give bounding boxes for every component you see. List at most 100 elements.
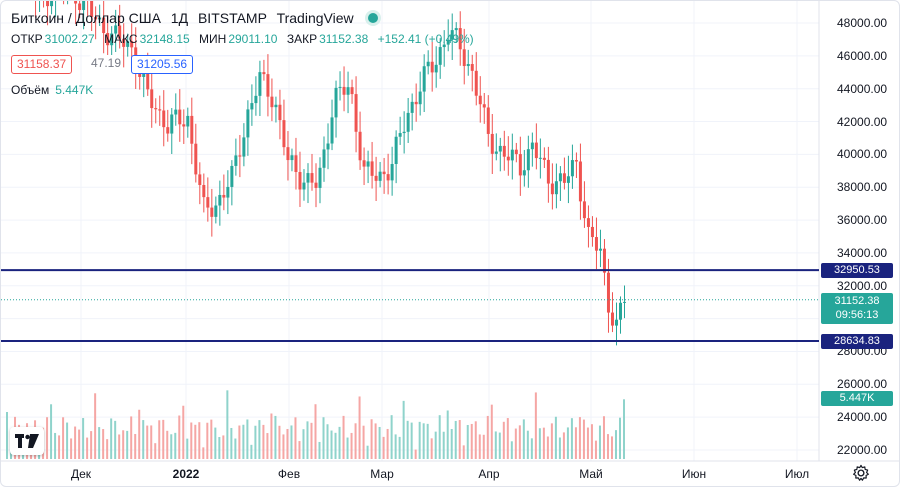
- volume-bar: [214, 427, 217, 459]
- candle-body: [502, 145, 506, 157]
- candle-body: [598, 248, 602, 251]
- candle-body: [538, 157, 542, 159]
- volume-bar: [530, 438, 533, 459]
- volume-bar: [306, 421, 309, 459]
- volume-bar: [186, 438, 189, 459]
- candle-body: [586, 218, 590, 227]
- candle-body: [434, 64, 438, 73]
- volume-bar: [598, 425, 601, 459]
- volume-bar: [334, 432, 337, 459]
- candle-body: [246, 109, 250, 138]
- gear-icon[interactable]: [852, 464, 870, 482]
- candle-body: [326, 143, 330, 150]
- volume-bar: [138, 409, 141, 459]
- volume-bar: [250, 444, 253, 459]
- candle-body: [230, 165, 234, 187]
- candle-body: [210, 207, 214, 217]
- volume-bar: [418, 421, 421, 459]
- volume-bar: [94, 393, 97, 459]
- candle-body: [186, 115, 190, 127]
- candle-body: [442, 44, 446, 48]
- candle-body: [226, 186, 230, 198]
- candle-body: [623, 301, 626, 303]
- volume-bar: [326, 424, 329, 459]
- candle-body: [114, 25, 118, 34]
- volume-bar: [330, 430, 333, 459]
- candle-body: [406, 112, 410, 132]
- candle-body: [310, 173, 314, 183]
- volume-bar: [430, 438, 433, 459]
- volume-bar: [102, 429, 105, 459]
- price-tick-label: 36000.00: [837, 213, 888, 228]
- price-tick-label: 38000.00: [837, 180, 888, 195]
- candle-body: [414, 101, 418, 105]
- volume-bar: [98, 427, 101, 459]
- price-tick-label: 46000.00: [837, 48, 888, 63]
- volume-bar: [82, 418, 85, 459]
- volume-bar: [422, 423, 425, 459]
- volume-bar: [70, 438, 73, 459]
- candle-body: [82, 1, 86, 11]
- candle-body: [242, 137, 246, 157]
- market-status-icon: [367, 13, 378, 23]
- candle-body: [214, 205, 218, 217]
- volume-bar: [150, 425, 153, 459]
- candle-body: [182, 124, 186, 127]
- interval[interactable]: 1Д: [170, 10, 189, 26]
- price-tick-label: 44000.00: [837, 81, 888, 96]
- candle-body: [98, 17, 102, 20]
- candle-body: [302, 182, 306, 190]
- grid: [1, 1, 899, 462]
- volume-bar: [478, 434, 481, 459]
- volume-bar: [154, 443, 157, 459]
- candle-body: [126, 41, 130, 47]
- candle-body: [78, 3, 82, 11]
- candle-body: [202, 184, 206, 198]
- candle-body: [198, 174, 202, 185]
- candle-body: [366, 161, 370, 167]
- volume-bar: [446, 410, 449, 459]
- price-tick-label: 32000.00: [837, 278, 888, 293]
- volume-bar: [262, 424, 265, 459]
- volume-bar: [366, 445, 369, 459]
- symbol-name[interactable]: Биткоин / Доллар США: [11, 10, 161, 26]
- volume-bar: [402, 400, 405, 459]
- candle-body: [306, 173, 310, 183]
- candle-body: [194, 143, 198, 175]
- volume-bar: [254, 425, 257, 459]
- volume-tag: 5.447K: [821, 391, 893, 406]
- candle-body: [458, 28, 462, 50]
- time-tick-label: 2022: [172, 467, 200, 481]
- volume-bar: [206, 422, 209, 459]
- change-value: +152.41 (+0.49%): [377, 32, 474, 46]
- candle-body: [362, 160, 366, 167]
- sell-price-button[interactable]: 31158.37: [11, 55, 73, 74]
- volume-bar: [46, 417, 49, 459]
- volume-bar: [394, 434, 397, 459]
- volume-bar: [234, 438, 237, 459]
- candle-body: [130, 41, 134, 48]
- volume-bar: [506, 418, 509, 459]
- buy-price-button[interactable]: 31205.56: [131, 55, 194, 74]
- volume-bar: [74, 426, 77, 459]
- volume-bar: [362, 425, 365, 459]
- volume-bar: [502, 421, 505, 459]
- volume-bar: [623, 399, 625, 459]
- time-tick-label: Апр: [478, 467, 500, 481]
- low-value: 29011.10: [228, 32, 278, 46]
- volume-bar: [146, 425, 149, 459]
- volume-bar: [358, 396, 361, 459]
- candle-body: [350, 87, 354, 95]
- candle-body: [154, 108, 158, 110]
- candle-body: [342, 86, 346, 95]
- time-tick-label: Июн: [681, 467, 707, 481]
- candle-body: [594, 237, 598, 251]
- time-tick-label: Июл: [784, 467, 810, 481]
- candle-body: [418, 91, 422, 105]
- volume-bar: [474, 421, 477, 459]
- candle-body: [266, 74, 270, 97]
- price-tick-label: 24000.00: [837, 410, 888, 425]
- tradingview-logo-icon[interactable]: [10, 427, 44, 455]
- volume-bar: [258, 420, 261, 459]
